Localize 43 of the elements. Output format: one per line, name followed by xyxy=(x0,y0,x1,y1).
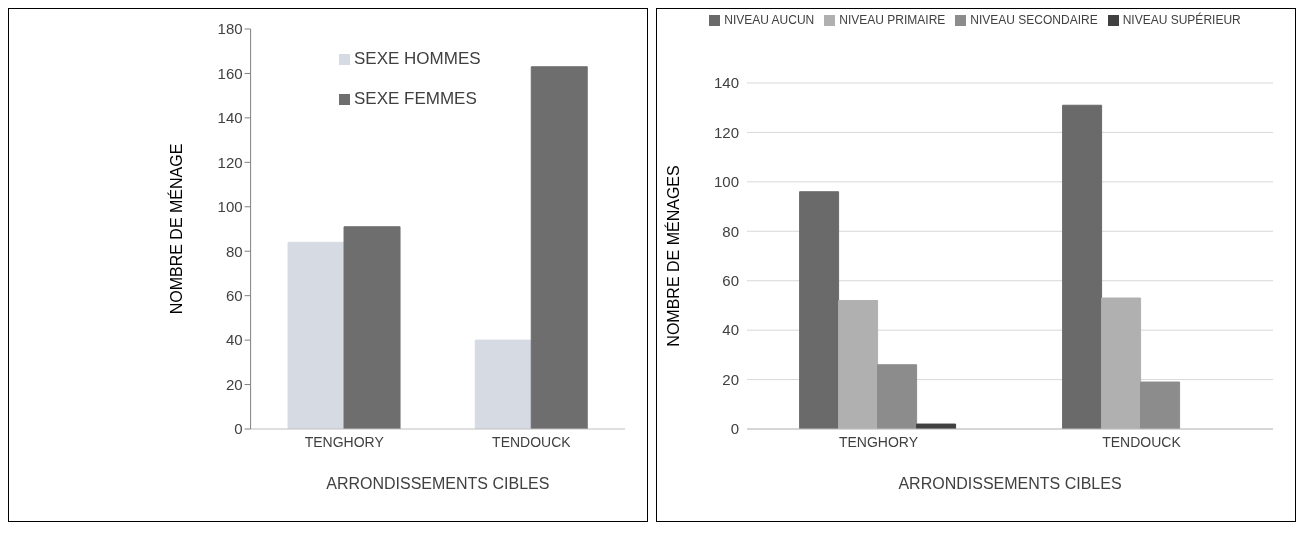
legend-label: NIVEAU PRIMAIRE xyxy=(839,13,946,27)
y-tick-label: 20 xyxy=(225,375,243,393)
y-tick-label: 100 xyxy=(217,198,243,216)
x-tick-label: TENDOUCK xyxy=(1102,433,1182,450)
bar xyxy=(916,423,957,429)
bar xyxy=(343,226,401,429)
y-axis-title: NOMBRE DE MÉNAGES xyxy=(663,165,682,347)
bar xyxy=(838,299,879,429)
legend-label: NIVEAU AUCUN xyxy=(724,13,815,27)
bar xyxy=(799,191,840,429)
y-tick-label: 0 xyxy=(234,420,243,438)
legend-label: NIVEAU SECONDAIRE xyxy=(970,13,1098,27)
y-axis-title: NOMBRE DE MÉNAGE xyxy=(167,143,186,315)
bar xyxy=(1062,104,1103,429)
legend-label: SEXE FEMMES xyxy=(354,89,477,108)
y-tick-label: 40 xyxy=(225,331,243,349)
bar xyxy=(530,66,588,429)
y-tick-label: 0 xyxy=(730,420,739,438)
y-tick-label: 180 xyxy=(217,20,243,38)
y-tick-label: 120 xyxy=(217,153,243,171)
y-tick-label: 80 xyxy=(225,242,243,260)
x-axis-title: ARRONDISSEMENTS CIBLES xyxy=(326,475,550,492)
x-tick-label: TENDOUCK xyxy=(492,433,572,450)
y-tick-label: 100 xyxy=(713,173,739,191)
bar xyxy=(474,339,532,429)
bar xyxy=(1140,381,1181,429)
bar xyxy=(1101,297,1142,429)
y-tick-label: 140 xyxy=(217,109,243,127)
y-tick-label: 140 xyxy=(713,74,739,92)
y-tick-label: 20 xyxy=(722,370,739,388)
y-tick-label: 160 xyxy=(217,64,243,82)
bar xyxy=(877,364,918,429)
legend-label: NIVEAU SUPÉRIEUR xyxy=(1122,13,1241,27)
x-tick-label: TENGHORY xyxy=(304,433,385,450)
y-tick-label: 80 xyxy=(722,222,739,240)
y-tick-label: 40 xyxy=(722,321,739,339)
y-tick-label: 120 xyxy=(713,123,739,141)
x-tick-label: TENGHORY xyxy=(838,433,919,450)
y-tick-label: 60 xyxy=(225,286,243,304)
bar xyxy=(287,241,345,429)
y-tick-label: 60 xyxy=(722,272,739,290)
legend-label: SEXE HOMMES xyxy=(354,49,481,68)
x-axis-title: ARRONDISSEMENTS CIBLES xyxy=(898,475,1122,492)
